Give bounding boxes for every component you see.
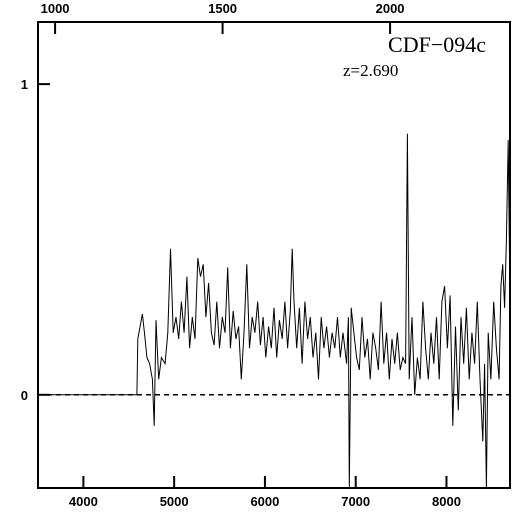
chart-subtitle: z=2.690	[343, 61, 398, 80]
x-tick-label: 7000	[341, 494, 370, 509]
x-tick-label: 4000	[69, 494, 98, 509]
x-tick-label: 5000	[160, 494, 189, 509]
chart-title: CDF−094c	[388, 32, 486, 57]
x2-tick-label: 2000	[376, 1, 405, 16]
spectrum-line	[38, 133, 511, 489]
x-tick-label: 8000	[432, 494, 461, 509]
y-tick-label: 0	[21, 388, 28, 403]
y-tick-label: 1	[21, 77, 28, 92]
x-tick-label: 6000	[250, 494, 279, 509]
plot-frame	[37, 21, 511, 489]
x2-tick-label: 1500	[208, 1, 237, 16]
x2-tick-label: 1000	[41, 1, 70, 16]
